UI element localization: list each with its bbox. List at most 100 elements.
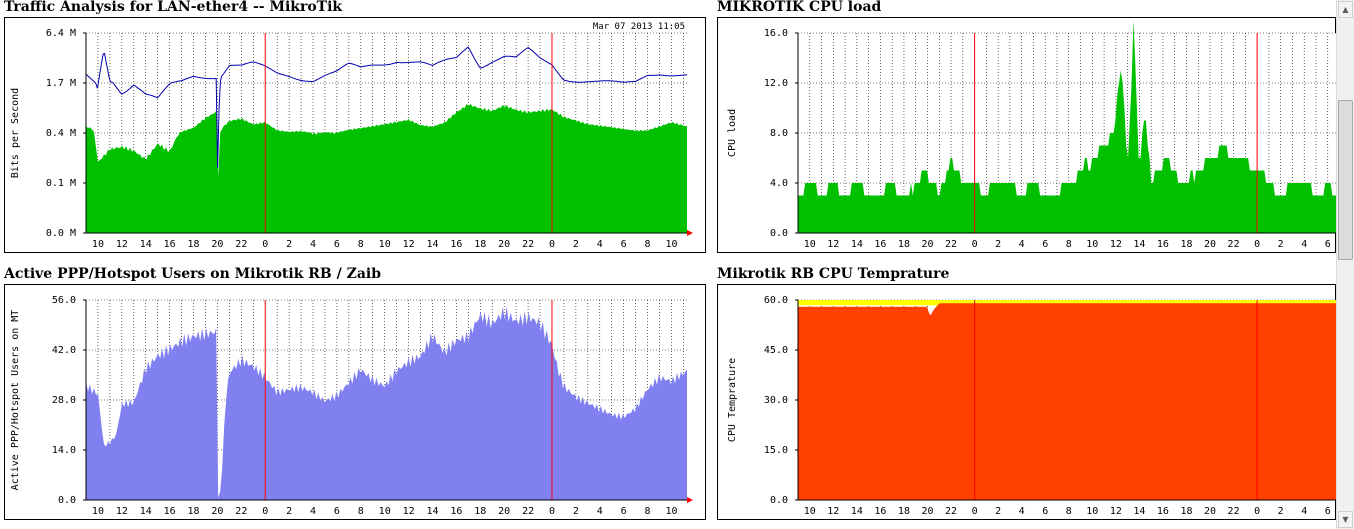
x-tick-label: 14 <box>140 506 152 517</box>
scroll-up-button[interactable]: ▲ <box>1338 1 1353 18</box>
x-tick-label: 14 <box>140 239 152 250</box>
x-tick-label: 16 <box>874 239 886 250</box>
x-tick-label: 2 <box>1278 239 1284 250</box>
y-tick-label: 4.0 <box>770 178 788 189</box>
x-tick-label: 10 <box>92 506 104 517</box>
x-tick-label: 14 <box>426 506 438 517</box>
temp-chart-title: Mikrotik RB CPU Temprature <box>717 266 950 282</box>
x-tick-label: 6 <box>334 239 340 250</box>
y-tick-label: 30.0 <box>764 395 788 406</box>
y-axis-label: CPU Temprature <box>727 358 738 442</box>
x-tick-label: 0 <box>1254 506 1260 517</box>
series-area-0 <box>798 303 1336 500</box>
y-tick-label: 45.0 <box>764 345 788 356</box>
x-tick-label: 10 <box>665 506 677 517</box>
x-tick-label: 6 <box>334 506 340 517</box>
x-tick-label: 10 <box>379 239 391 250</box>
x-tick-label: 12 <box>403 239 415 250</box>
x-tick-label: 4 <box>1019 239 1025 250</box>
x-tick-label: 6 <box>1042 239 1048 250</box>
y-tick-label: 0.0 <box>770 228 788 239</box>
x-tick-label: 2 <box>286 239 292 250</box>
x-tick-label: 20 <box>211 239 223 250</box>
x-tick-label: 16 <box>450 506 462 517</box>
x-tick-label: 10 <box>665 239 677 250</box>
x-tick-label: 12 <box>827 506 839 517</box>
x-tick-label: 6 <box>621 239 627 250</box>
x-tick-label: 14 <box>851 239 863 250</box>
x-tick-label: 10 <box>804 239 816 250</box>
x-tick-label: 0 <box>262 239 268 250</box>
x-tick-label: 4 <box>597 239 603 250</box>
x-tick-label: 22 <box>1228 506 1240 517</box>
x-tick-label: 16 <box>874 506 886 517</box>
scroll-thumb[interactable] <box>1338 100 1353 260</box>
temp-chart-svg: 10 12 14 16 18 20 22 0 2 4 6 8 10 12 14 16 18 20 22 0 2 4 60.0… <box>717 284 1336 520</box>
x-tick-label: 12 <box>116 239 128 250</box>
y-tick-label: 0.0 <box>770 495 788 506</box>
x-tick-label: 2 <box>573 506 579 517</box>
x-tick-label: 8 <box>645 239 651 250</box>
y-tick-label: 1.7 M <box>46 78 76 89</box>
y-tick-label: 0.0 <box>58 495 76 506</box>
series-area-0 <box>798 20 1336 233</box>
x-tick-label: 22 <box>522 506 534 517</box>
y-tick-label: 0.1 M <box>46 178 76 189</box>
cpu-chart-svg: 10 12 14 16 18 20 22 0 2 4 6 8 10 12 14 16 18 20 22 0 2 4 6 0.0… <box>717 17 1336 253</box>
x-tick-label: 12 <box>403 506 415 517</box>
x-tick-label: 20 <box>1204 506 1216 517</box>
x-tick-label: 4 <box>1301 239 1307 250</box>
x-tick-label: 14 <box>1133 506 1145 517</box>
x-tick-label: 4 <box>1019 506 1025 517</box>
x-tick-label: 2 <box>995 239 1001 250</box>
x-tick-label: 20 <box>498 506 510 517</box>
x-tick-label: 12 <box>1110 506 1122 517</box>
x-tick-label: 20 <box>921 239 933 250</box>
y-tick-label: 15.0 <box>764 445 788 456</box>
y-tick-label: 56.0 <box>52 295 76 306</box>
x-tick-label: 18 <box>898 239 910 250</box>
x-tick-label: 6 <box>1325 239 1331 250</box>
x-tick-label: 10 <box>1086 506 1098 517</box>
y-tick-label: 60.0 <box>764 295 788 306</box>
x-tick-label: 0 <box>972 506 978 517</box>
x-tick-label: 18 <box>474 506 486 517</box>
x-tick-label: 0 <box>549 506 555 517</box>
x-tick-label: 6 <box>1042 506 1048 517</box>
temperature-cap-band <box>798 300 1336 306</box>
x-tick-label: 14 <box>851 506 863 517</box>
x-tick-label: 10 <box>804 506 816 517</box>
scroll-down-button[interactable]: ▼ <box>1338 511 1353 528</box>
y-tick-label: 42.0 <box>52 345 76 356</box>
x-tick-label: 8 <box>358 239 364 250</box>
x-tick-label: 0 <box>549 239 555 250</box>
y-tick-label: 28.0 <box>52 395 76 406</box>
x-tick-label: 2 <box>286 506 292 517</box>
x-tick-label: 22 <box>945 506 957 517</box>
x-tick-label: 14 <box>426 239 438 250</box>
y-tick-label: 0.4 M <box>46 128 76 139</box>
y-tick-label: 14.0 <box>52 445 76 456</box>
y-tick-label: 8.0 <box>770 128 788 139</box>
x-tick-label: 0 <box>262 506 268 517</box>
traffic-chart-title: Traffic Analysis for LAN-ether4 -- Mikro… <box>4 0 343 15</box>
x-tick-label: 18 <box>1180 239 1192 250</box>
x-tick-label: 10 <box>379 506 391 517</box>
y-tick-label: 6.4 M <box>46 28 76 39</box>
x-tick-label: 22 <box>1228 239 1240 250</box>
vertical-scrollbar[interactable]: ▲ ▼ <box>1336 0 1354 529</box>
x-tick-label: 2 <box>573 239 579 250</box>
y-tick-label: 12.0 <box>764 78 788 89</box>
x-tick-label: 2 <box>995 506 1001 517</box>
x-tick-label: 22 <box>235 506 247 517</box>
cpu-chart: 10 12 14 16 18 20 22 0 2 4 6 8 10 12 14 16 18 20 22 0 2 4 6 0.0… <box>717 17 1336 253</box>
x-tick-label: 4 <box>310 239 316 250</box>
x-tick-label: 16 <box>450 239 462 250</box>
x-tick-label: 22 <box>235 239 247 250</box>
x-tick-label: 0 <box>1254 239 1260 250</box>
x-tick-label: 8 <box>1066 239 1072 250</box>
x-tick-label: 22 <box>945 239 957 250</box>
x-tick-label: 6 <box>1325 506 1331 517</box>
x-tick-label: 18 <box>474 239 486 250</box>
x-tick-label: 18 <box>188 506 200 517</box>
